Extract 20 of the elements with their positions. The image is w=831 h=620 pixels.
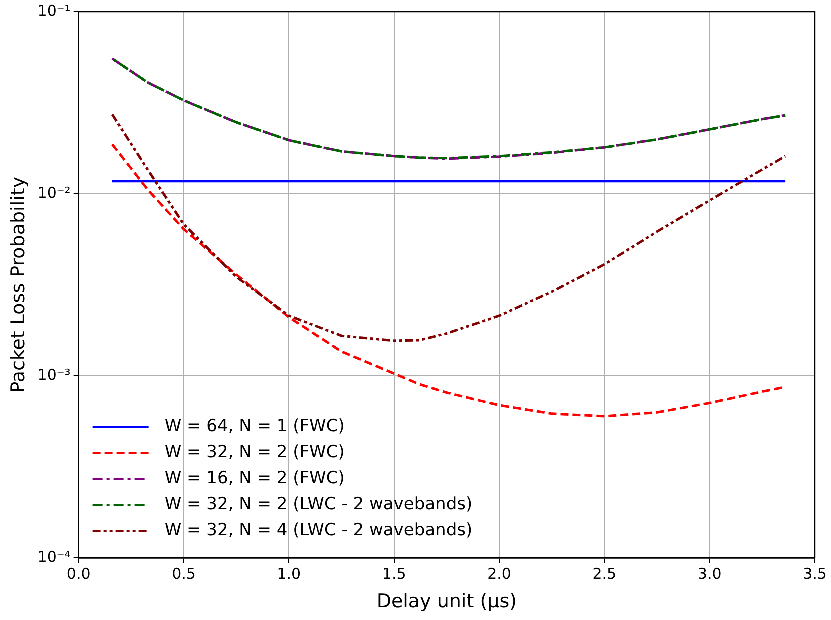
line-series — [111, 113, 787, 342]
x-tick-label: 2.5 — [592, 565, 617, 584]
legend-label: W = 32, N = 4 (LWC - 2 wavebands) — [164, 520, 473, 541]
y-tick-label: 10⁻³ — [38, 366, 71, 384]
y-tick-label: 10⁻⁴ — [38, 548, 71, 566]
x-axis-title: Delay unit (μs) — [376, 590, 518, 613]
x-tick-label: 1.5 — [382, 565, 406, 584]
x-tick-label: 0.5 — [172, 565, 196, 584]
x-tick-label: 3.0 — [698, 565, 722, 584]
y-tick-label: 10⁻¹ — [38, 2, 71, 20]
legend-label: W = 64, N = 1 (FWC) — [164, 416, 345, 437]
x-tick-label: 2.0 — [488, 565, 512, 584]
x-tick-label: 1.0 — [277, 565, 302, 584]
y-axis-title: Packet Loss Probability — [7, 176, 30, 394]
y-tick-label: 10⁻² — [38, 184, 71, 202]
x-tick-label: 0.0 — [66, 565, 91, 584]
legend-label: W = 16, N = 2 (FWC) — [164, 468, 345, 489]
x-tick-label: 3.5 — [803, 565, 827, 584]
legend-label: W = 32, N = 2 (FWC) — [164, 442, 345, 463]
legend-label: W = 32, N = 2 (LWC - 2 wavebands) — [164, 494, 473, 515]
